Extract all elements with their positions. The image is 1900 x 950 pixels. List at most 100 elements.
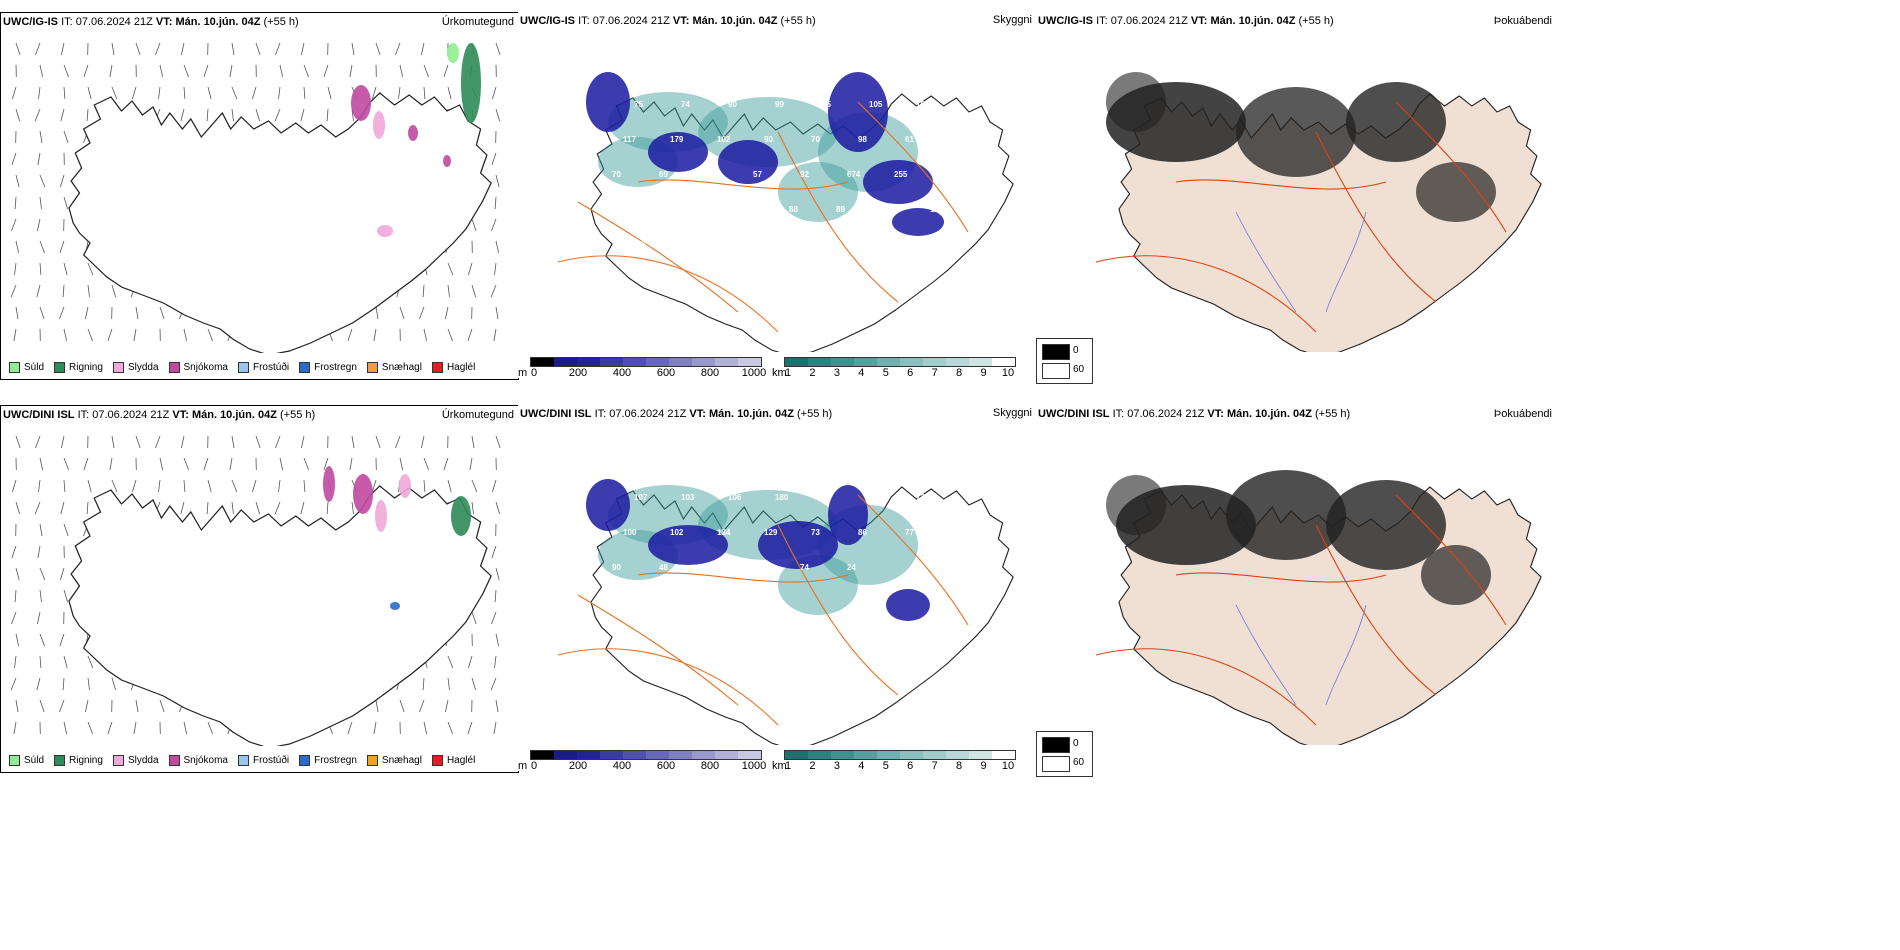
ceiling-value-label: 24 [847, 563, 856, 572]
ceiling-value-label: 92 [800, 170, 809, 179]
precip-legend-swatch [54, 361, 66, 373]
ceiling-colorbar-bar [530, 750, 762, 760]
ceiling-value-label: 100 [623, 528, 637, 537]
wind-barb [183, 721, 188, 735]
wind-barb [423, 721, 428, 735]
ceiling-colorbar-segment [623, 751, 646, 759]
low-ceiling-area [648, 132, 708, 172]
wind-barb [443, 64, 449, 78]
ceiling-value-label: 100 [916, 100, 930, 109]
wind-barb [15, 306, 19, 320]
wind-barb [495, 633, 500, 647]
ceiling-title-top: UWC/IG-IS IT: 07.06.2024 21Z VT: Mán. 10… [520, 15, 816, 27]
wind-barb [495, 174, 500, 188]
ceiling-value-label: 57 [753, 170, 762, 179]
wind-barb [39, 567, 46, 581]
wind-barb [63, 457, 69, 471]
precip-type-label-bottom: Úrkomutegund [441, 409, 514, 421]
wind-barb [398, 86, 401, 100]
ceiling-colorbar-tick: 800 [700, 367, 720, 379]
wind-barb [39, 633, 45, 647]
ceiling-map-top: 104 102 87 70 85 88 10 102 75 74 90 99 75 105 100 117 17… [557, 65, 1014, 352]
wind-barb [180, 108, 185, 122]
ceiling-value-label: 105 [869, 100, 883, 109]
wind-barb [131, 479, 137, 493]
wind-barb [11, 545, 17, 559]
wind-barb [159, 699, 165, 713]
visibility-colorbar-bar [784, 750, 1016, 760]
wind-barb [13, 328, 17, 342]
visibility-colorbar-segment [992, 751, 1015, 759]
wind-barb [180, 435, 185, 449]
wind-barb [375, 699, 379, 713]
ceiling-colorbar-top: m 0 200 400 600 800 1000 [518, 357, 768, 383]
wind-barb [39, 699, 45, 713]
wind-barb [471, 501, 474, 515]
ceiling-value-label: 107 [634, 493, 648, 502]
wind-barb [300, 435, 305, 449]
wind-barb [14, 655, 17, 669]
road [637, 572, 849, 583]
wind-barb [495, 108, 501, 122]
wind-barb [447, 677, 450, 691]
wind-barb [467, 721, 473, 735]
wind-barb [37, 152, 41, 166]
precip-legend-item: Slydda [112, 361, 159, 373]
visibility-colorbar-segment [785, 358, 808, 366]
wind-barb [494, 262, 497, 276]
precip-legend-top: Súld Rigning Slydda Snjókoma Frostúði Frostre… [1, 355, 518, 379]
road [857, 494, 969, 626]
precip-legend-label: Snjókoma [183, 361, 228, 373]
wind-barb [62, 284, 65, 298]
wind-barb [493, 328, 497, 342]
visibility-colorbar-top: km 1 2 3 4 5 6 7 8 9 10 [772, 357, 1022, 383]
wind-barb [447, 479, 452, 493]
precip-area [323, 466, 335, 502]
ceiling-colorbar-segment [531, 751, 554, 759]
wind-barb [255, 435, 261, 449]
wind-barb [63, 86, 66, 100]
ceiling-colorbar-segment [715, 358, 738, 366]
precip-legend-swatch [299, 361, 311, 373]
ceiling-colorbar-segment [600, 358, 623, 366]
wind-barb [135, 435, 141, 449]
wind-barb [63, 589, 69, 603]
ceiling-value-label: 106 [728, 493, 742, 502]
wind-barb [111, 86, 118, 100]
wind-barb [62, 677, 65, 691]
low-visibility-area [778, 555, 858, 615]
wind-barb [471, 435, 475, 449]
wind-barb [491, 152, 497, 166]
ceiling-title-bottom: UWC/DINI ISL IT: 07.06.2024 21Z VT: Mán.… [520, 408, 833, 420]
low-ceiling-area [828, 485, 868, 545]
wind-barb [399, 699, 405, 713]
wind-barb [347, 721, 353, 735]
wind-barb [39, 589, 42, 603]
precip-title-bottom: UWC/DINI ISL IT: 07.06.2024 21Z VT: Mán.… [3, 409, 316, 421]
wind-barb [251, 86, 257, 100]
wind-barb [36, 284, 41, 298]
wind-barb [471, 479, 478, 493]
wind-barb [39, 306, 45, 320]
wind-barb [274, 108, 281, 122]
wind-barb [231, 86, 238, 100]
wind-barb [467, 655, 473, 669]
ceiling-colorbar-tick: 1000 [741, 760, 767, 772]
wind-barb [15, 699, 19, 713]
wind-barb [491, 545, 497, 559]
precip-legend-swatch [168, 754, 180, 766]
wind-barb [183, 86, 186, 100]
wind-barb [34, 501, 41, 515]
visibility-colorbar-bar [784, 357, 1016, 367]
precip-legend-item: Rigning [54, 361, 103, 373]
ceiling-value-label: 90 [728, 100, 737, 109]
ceiling-value-label: 56 [601, 205, 610, 214]
precip-legend-swatch [9, 754, 20, 766]
wind-barb [491, 86, 497, 100]
wind-barb [35, 435, 41, 449]
visibility-colorbar-tick: 6 [907, 760, 914, 772]
precip-legend-swatch [366, 361, 378, 373]
ceiling-value-label: 73 [916, 493, 925, 502]
wind-barb [13, 721, 17, 735]
road [557, 648, 779, 726]
